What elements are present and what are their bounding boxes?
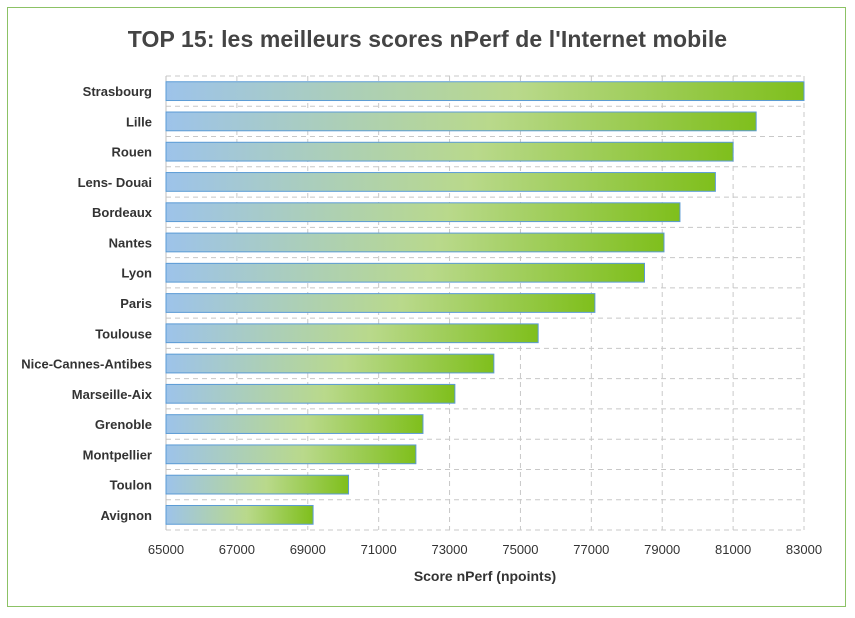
bar: [165, 141, 734, 162]
bar: [165, 293, 596, 313]
bar: [165, 383, 456, 404]
x-axis-ticks: 65000 67000 69000 71000 73000 75000 77000 79000…: [148, 542, 822, 557]
bars: [165, 81, 805, 525]
x-tick-label: 71000: [361, 542, 397, 557]
bar: [165, 474, 350, 495]
bar: [165, 262, 645, 283]
category-label: Toulouse: [95, 326, 152, 341]
category-label: Grenoble: [95, 417, 152, 432]
bar: [165, 323, 539, 344]
bar: [165, 202, 681, 223]
x-tick-label: 83000: [786, 542, 822, 557]
category-label: Montpellier: [83, 447, 152, 462]
bar: [165, 172, 716, 192]
category-label: Paris: [120, 296, 152, 311]
bar: [165, 232, 665, 253]
x-tick-label: 67000: [219, 542, 255, 557]
category-label: Bordeaux: [92, 205, 153, 220]
category-label: Toulon: [110, 478, 152, 493]
x-tick-label: 75000: [502, 542, 538, 557]
category-label: Lille: [126, 114, 152, 129]
bar: [165, 414, 424, 434]
bar: [165, 111, 757, 132]
chart-title: TOP 15: les meilleurs scores nPerf de l'…: [127, 26, 728, 52]
category-label: Marseille-Aix: [72, 387, 153, 402]
x-axis-title: Score nPerf (npoints): [414, 568, 556, 584]
category-label: Lens- Douai: [78, 175, 152, 190]
category-label: Strasbourg: [83, 84, 152, 99]
x-tick-label: 65000: [148, 542, 184, 557]
x-tick-label: 69000: [290, 542, 326, 557]
x-tick-label: 81000: [715, 542, 751, 557]
category-label: Lyon: [121, 266, 152, 281]
x-tick-label: 77000: [573, 542, 609, 557]
category-labels: Strasbourg Lille Rouen Lens- Douai Bordeaux N…: [21, 84, 153, 523]
bar: [165, 81, 805, 102]
category-label: Avignon: [100, 508, 152, 523]
bar: [165, 353, 495, 374]
category-label: Nice-Cannes-Antibes: [21, 357, 152, 372]
category-label: Rouen: [112, 145, 153, 160]
bar: [165, 504, 314, 525]
bar: [165, 444, 417, 465]
x-tick-label: 79000: [644, 542, 680, 557]
x-tick-label: 73000: [431, 542, 467, 557]
category-label: Nantes: [109, 235, 152, 250]
